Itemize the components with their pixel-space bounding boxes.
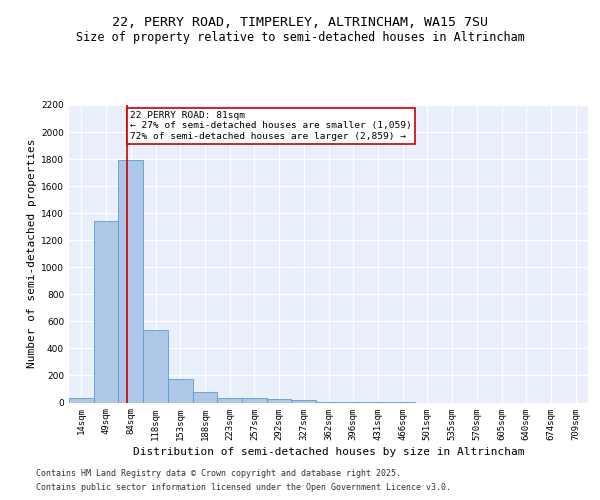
Bar bbox=[118, 160, 143, 402]
Text: 22, PERRY ROAD, TIMPERLEY, ALTRINCHAM, WA15 7SU: 22, PERRY ROAD, TIMPERLEY, ALTRINCHAM, W… bbox=[112, 16, 488, 29]
Text: Contains public sector information licensed under the Open Government Licence v3: Contains public sector information licen… bbox=[36, 483, 451, 492]
Y-axis label: Number of semi-detached properties: Number of semi-detached properties bbox=[27, 139, 37, 368]
Text: Size of property relative to semi-detached houses in Altrincham: Size of property relative to semi-detach… bbox=[76, 31, 524, 44]
Bar bbox=[292, 400, 316, 402]
X-axis label: Distribution of semi-detached houses by size in Altrincham: Distribution of semi-detached houses by … bbox=[133, 446, 524, 456]
Bar bbox=[193, 392, 217, 402]
Bar bbox=[143, 330, 168, 402]
Bar bbox=[168, 379, 193, 402]
Bar bbox=[69, 398, 94, 402]
Text: Contains HM Land Registry data © Crown copyright and database right 2025.: Contains HM Land Registry data © Crown c… bbox=[36, 470, 401, 478]
Bar bbox=[267, 399, 292, 402]
Bar bbox=[217, 398, 242, 402]
Text: 22 PERRY ROAD: 81sqm
← 27% of semi-detached houses are smaller (1,059)
72% of se: 22 PERRY ROAD: 81sqm ← 27% of semi-detac… bbox=[130, 111, 412, 141]
Bar bbox=[94, 222, 118, 402]
Bar bbox=[242, 398, 267, 402]
